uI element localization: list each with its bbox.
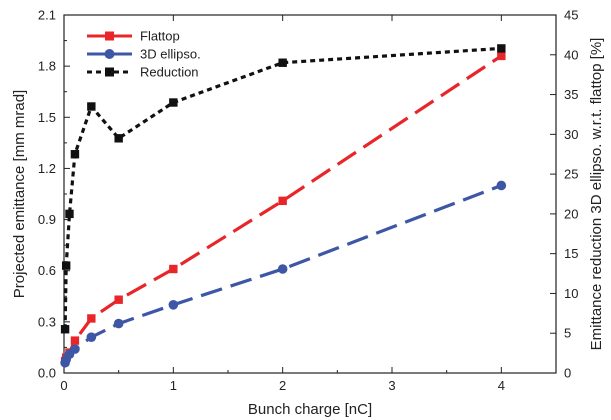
point-flattop xyxy=(70,336,80,345)
y2-tick-label: 35 xyxy=(564,87,578,102)
point-3d-ellipso xyxy=(113,318,124,329)
y2-tick-label: 30 xyxy=(564,127,578,142)
y-tick-label: 1.8 xyxy=(38,59,56,74)
y-tick-label: 1.2 xyxy=(38,161,56,176)
x-tick-label: 4 xyxy=(498,378,505,393)
point-3d-ellipso xyxy=(70,344,80,354)
point-3d-ellipso xyxy=(277,264,288,274)
y-tick-label: 0.9 xyxy=(38,212,56,227)
y2-tick-label: 20 xyxy=(564,206,578,221)
series-line-3d-ellipso xyxy=(63,184,502,364)
point-flattop xyxy=(169,264,178,274)
y2-tick-label: 15 xyxy=(564,246,578,261)
point-reduction xyxy=(61,261,71,270)
y2-tick-label: 5 xyxy=(564,326,571,341)
y2-tick-label: 25 xyxy=(564,167,578,182)
x-tick-label: 0 xyxy=(60,378,67,393)
y2-tick-label: 45 xyxy=(564,8,578,23)
point-3d-ellipso xyxy=(86,332,97,343)
x-tick-label: 2 xyxy=(279,378,286,393)
point-3d-ellipso xyxy=(496,180,507,191)
point-flattop xyxy=(278,196,287,206)
legend-label-reduction: Reduction xyxy=(140,65,199,80)
y2-tick-label: 40 xyxy=(564,47,578,62)
point-reduction xyxy=(278,58,287,67)
y-tick-label: 0.6 xyxy=(38,263,56,278)
legend-marker-3d-ellipso xyxy=(104,49,115,59)
point-flattop xyxy=(497,51,506,61)
x-axis-title: Bunch charge [nC] xyxy=(248,401,372,418)
point-flattop xyxy=(114,295,123,304)
point-reduction xyxy=(497,44,506,53)
y2-tick-label: 0 xyxy=(564,366,571,381)
point-reduction xyxy=(60,325,70,334)
x-tick-label: 1 xyxy=(170,378,177,393)
y-tick-label: 0.0 xyxy=(38,366,56,381)
point-reduction xyxy=(65,209,74,219)
axes: 0 1 2 3 4 0.0 0.3 0.6 0.9 1.2 1.5 1.8 2.1 0 5 10 15 20 25 3… xyxy=(38,8,579,394)
y-axis-title: Projected emittance [mm mrad] xyxy=(11,90,28,298)
x-tick-label: 3 xyxy=(388,378,395,393)
point-3d-ellipso xyxy=(168,300,179,310)
point-reduction xyxy=(114,134,123,143)
series-line-reduction xyxy=(63,46,502,330)
legend-label-flattop: Flattop xyxy=(140,29,180,44)
point-reduction xyxy=(87,102,96,111)
y-tick-label: 1.5 xyxy=(38,110,56,125)
legend-marker-reduction xyxy=(105,67,114,77)
y-tick-label: 2.1 xyxy=(38,8,56,23)
y2-tick-label: 10 xyxy=(564,286,578,301)
point-reduction xyxy=(169,98,178,107)
series-layer xyxy=(60,44,507,368)
legend-label-3d-ellipso: 3D ellipso. xyxy=(140,47,201,62)
point-flattop xyxy=(87,314,96,323)
legend: Flattop 3D ellipso. Reduction xyxy=(87,29,201,80)
y2-axis-title: Emittance reduction 3D ellipso. w.r.t. f… xyxy=(588,38,605,351)
legend-marker-flattop xyxy=(105,31,114,41)
series-line-flattop xyxy=(63,54,503,362)
point-reduction xyxy=(70,150,80,159)
y-tick-label: 0.3 xyxy=(38,314,56,329)
